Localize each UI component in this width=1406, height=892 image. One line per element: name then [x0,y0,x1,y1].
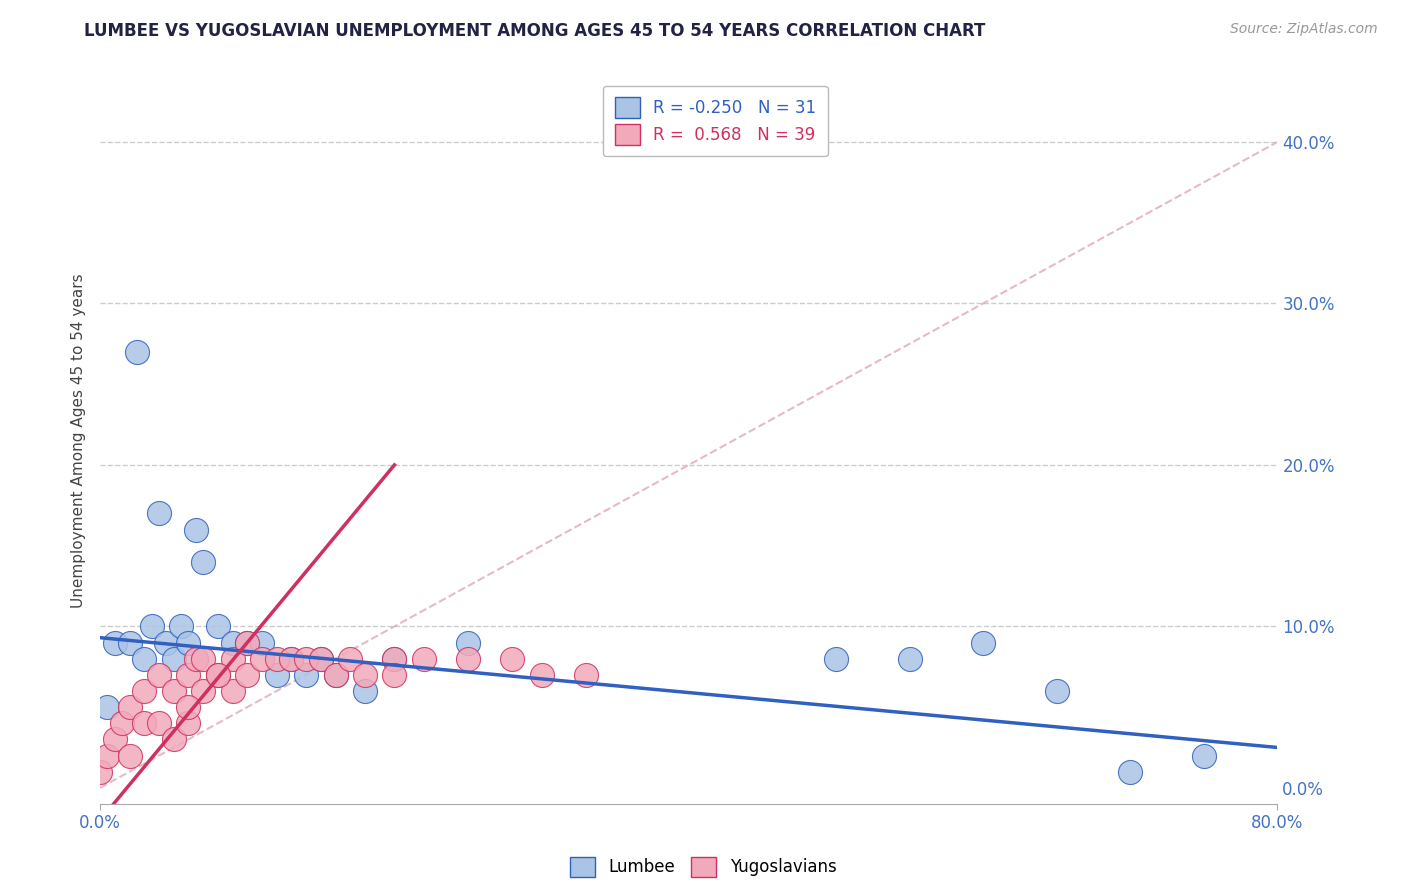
Point [325,668,347,682]
Point [530,668,553,682]
Point [184,651,207,665]
Point [148,507,170,521]
Point [141,619,163,633]
Point [384,651,406,665]
Point [155,635,177,649]
Text: Source: ZipAtlas.com: Source: ZipAtlas.com [1230,22,1378,37]
Point [412,651,434,665]
Point [221,635,243,649]
Legend: R = -0.250   N = 31, R =  0.568   N = 39: R = -0.250 N = 31, R = 0.568 N = 39 [603,86,828,156]
Point [898,651,921,665]
Point [221,651,243,665]
Point [96,700,118,714]
Point [354,684,377,698]
Point [111,716,134,731]
Point [825,651,848,665]
Point [295,668,318,682]
Point [118,748,141,763]
Point [104,635,127,649]
Point [384,668,406,682]
Point [236,635,259,649]
Point [339,651,361,665]
Point [207,668,229,682]
Point [1046,684,1069,698]
Point [250,635,273,649]
Point [250,651,273,665]
Point [163,651,186,665]
Point [184,523,207,537]
Point [1192,748,1215,763]
Point [134,651,156,665]
Point [207,619,229,633]
Point [266,651,288,665]
Point [575,668,598,682]
Point [125,345,148,359]
Point [177,635,200,649]
Text: LUMBEE VS YUGOSLAVIAN UNEMPLOYMENT AMONG AGES 45 TO 54 YEARS CORRELATION CHART: LUMBEE VS YUGOSLAVIAN UNEMPLOYMENT AMONG… [84,22,986,40]
Point [163,732,186,747]
Point [280,651,302,665]
Point [266,668,288,682]
Point [96,748,118,763]
Point [191,684,214,698]
Point [457,635,479,649]
Point [177,700,200,714]
Point [118,700,141,714]
Point [191,651,214,665]
Point [221,684,243,698]
Point [148,668,170,682]
Point [309,651,332,665]
Point [280,651,302,665]
Point [384,651,406,665]
Point [1119,764,1142,779]
Legend: Lumbee, Yugoslavians: Lumbee, Yugoslavians [562,850,844,884]
Point [118,635,141,649]
Point [457,651,479,665]
Point [309,651,332,665]
Point [177,716,200,731]
Point [163,684,186,698]
Point [134,716,156,731]
Point [148,716,170,731]
Point [501,651,523,665]
Point [295,651,318,665]
Point [134,684,156,698]
Point [104,732,127,747]
Point [191,555,214,569]
Y-axis label: Unemployment Among Ages 45 to 54 years: Unemployment Among Ages 45 to 54 years [72,274,86,608]
Point [207,668,229,682]
Point [177,668,200,682]
Point [170,619,193,633]
Point [354,668,377,682]
Point [89,764,111,779]
Point [236,635,259,649]
Point [236,668,259,682]
Point [972,635,994,649]
Point [325,668,347,682]
